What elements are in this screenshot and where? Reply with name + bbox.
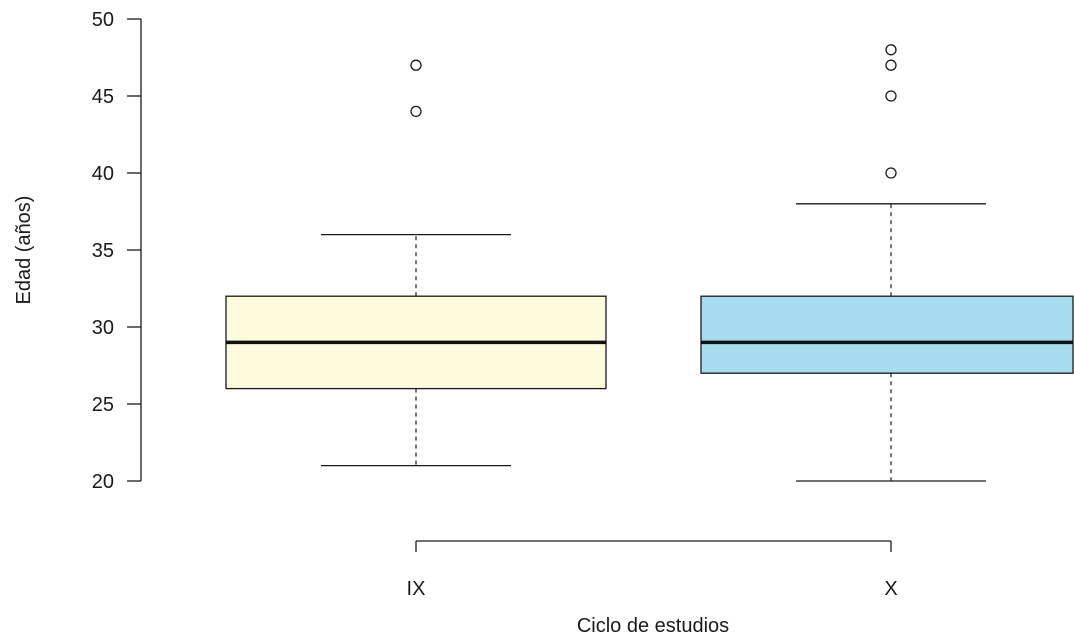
y-axis: 20 25 30 35 40 45 50 bbox=[92, 9, 142, 493]
y-tick-label: 20 bbox=[92, 471, 114, 493]
x-tick-label: X bbox=[884, 578, 897, 600]
outlier-point bbox=[410, 105, 422, 118]
y-axis-title: Edad (años) bbox=[13, 196, 35, 305]
outlier-point bbox=[410, 59, 422, 71]
y-tick-label: 30 bbox=[92, 317, 114, 339]
box-X bbox=[700, 44, 1074, 482]
y-tick-label: 40 bbox=[92, 163, 114, 185]
y-tick-label: 25 bbox=[92, 394, 114, 416]
iqr-box bbox=[700, 295, 1074, 374]
boxes bbox=[225, 44, 1074, 482]
box-IX bbox=[225, 59, 607, 467]
outlier-point bbox=[885, 44, 897, 56]
outlier-point bbox=[885, 167, 897, 179]
outlier-point bbox=[885, 59, 897, 71]
y-tick-label: 35 bbox=[92, 240, 114, 262]
outlier-point bbox=[885, 90, 897, 102]
x-axis-title: Ciclo de estudios bbox=[577, 615, 729, 637]
y-tick-label: 45 bbox=[92, 86, 114, 108]
y-tick-label: 50 bbox=[92, 9, 114, 31]
x-axis: IX X bbox=[407, 540, 898, 600]
x-tick-label: IX bbox=[407, 578, 426, 600]
